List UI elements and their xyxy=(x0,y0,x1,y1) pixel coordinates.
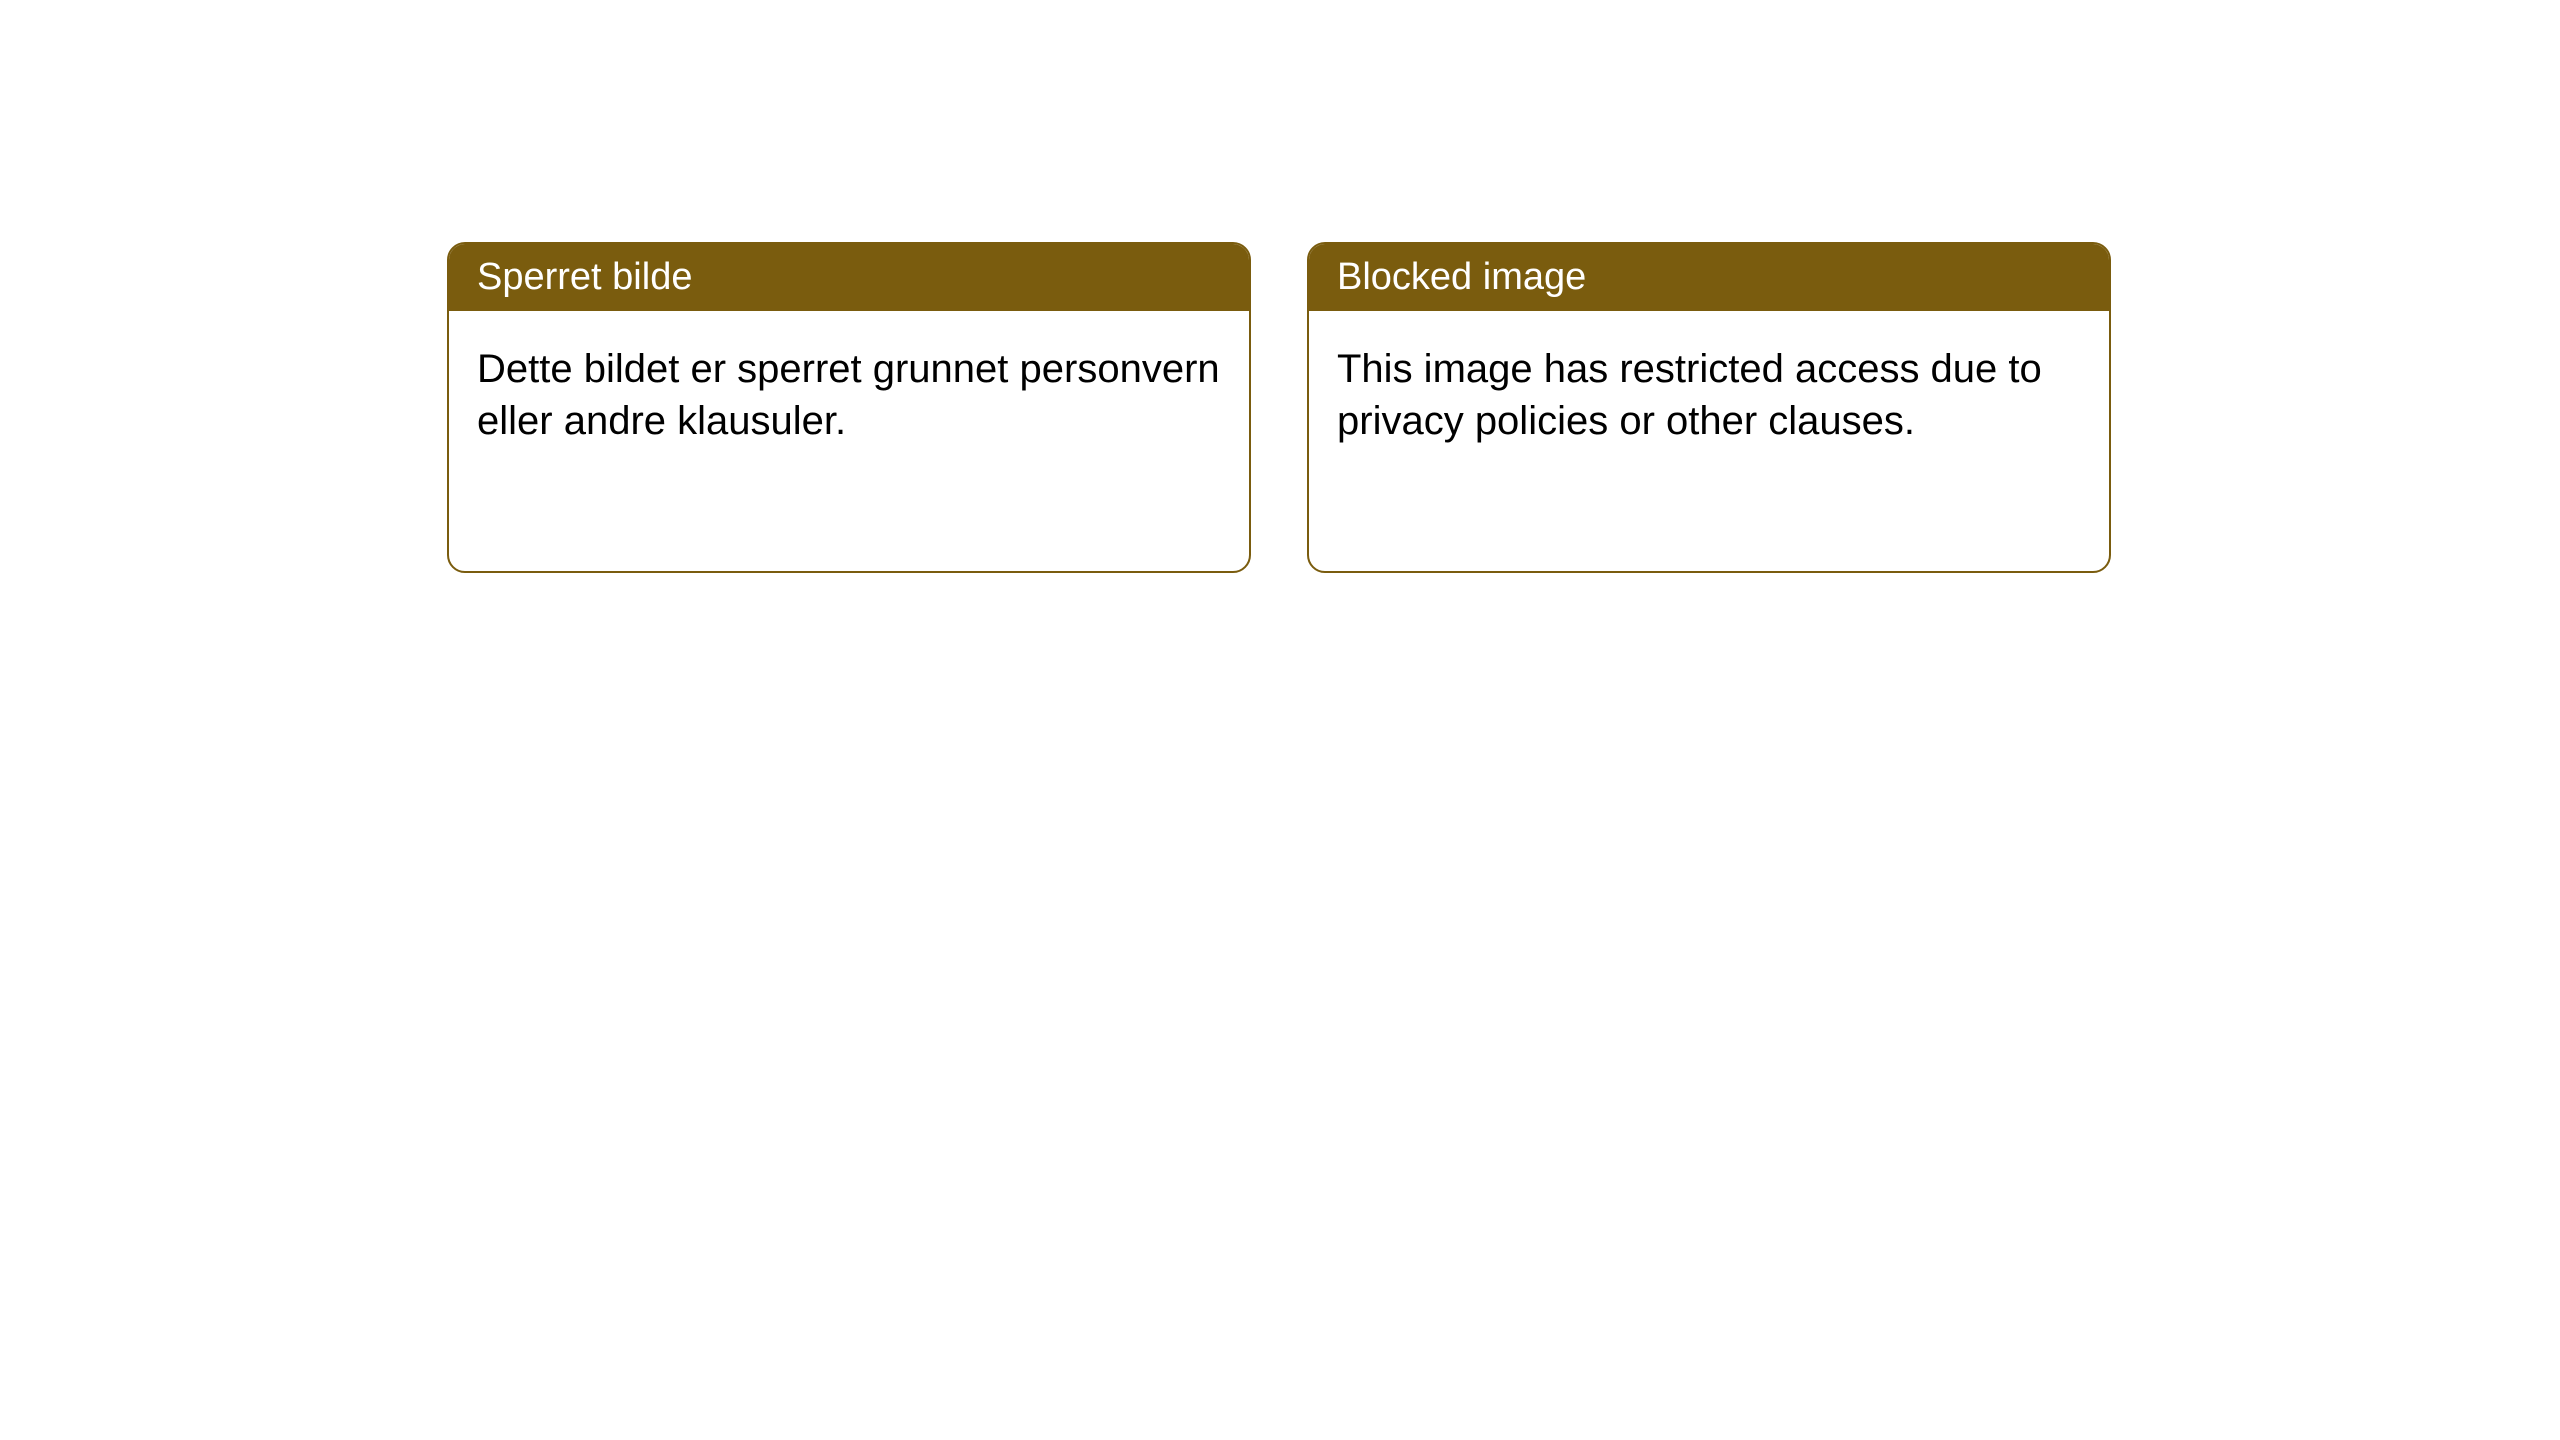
notice-body-norwegian: Dette bildet er sperret grunnet personve… xyxy=(449,311,1249,571)
notice-title-english: Blocked image xyxy=(1337,256,1586,298)
notice-title-norwegian: Sperret bilde xyxy=(477,256,692,298)
notice-card-english: Blocked image This image has restricted … xyxy=(1307,242,2111,573)
notice-header-english: Blocked image xyxy=(1309,244,2109,311)
notice-message-english: This image has restricted access due to … xyxy=(1337,347,2042,443)
notice-message-norwegian: Dette bildet er sperret grunnet personve… xyxy=(477,347,1220,443)
notice-body-english: This image has restricted access due to … xyxy=(1309,311,2109,571)
notice-card-norwegian: Sperret bilde Dette bildet er sperret gr… xyxy=(447,242,1251,573)
notice-header-norwegian: Sperret bilde xyxy=(449,244,1249,311)
notice-container: Sperret bilde Dette bildet er sperret gr… xyxy=(447,242,2111,573)
